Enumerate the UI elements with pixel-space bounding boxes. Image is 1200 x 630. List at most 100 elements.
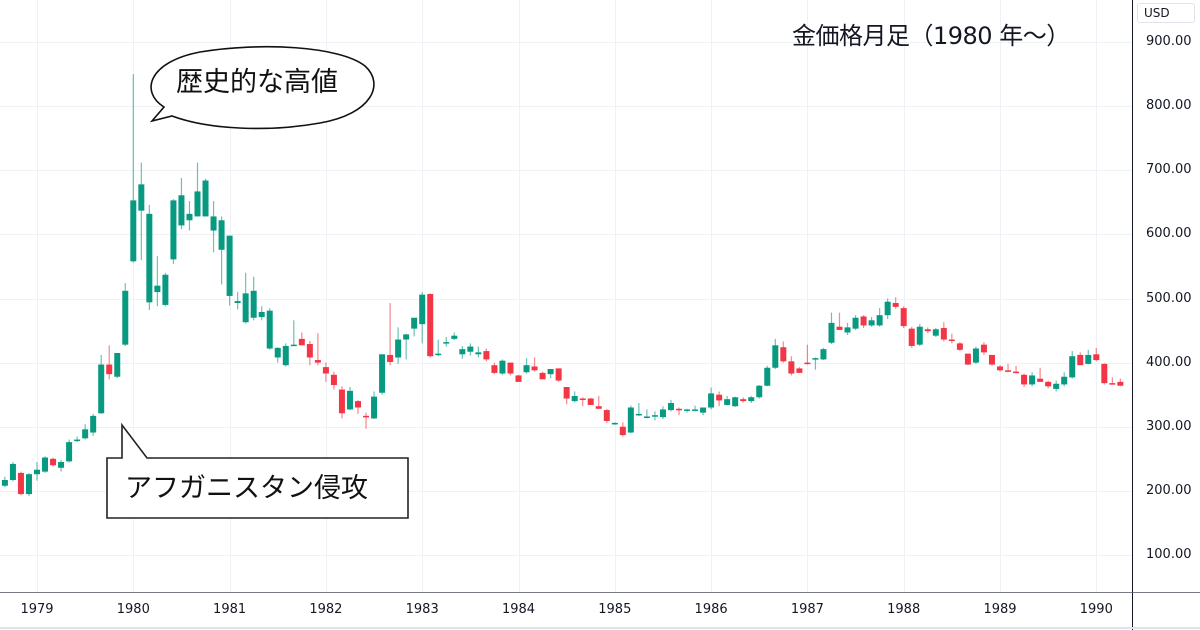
peak-annotation-text: 歴史的な高値 (176, 67, 338, 98)
candle (379, 354, 386, 395)
candle (1069, 351, 1076, 379)
candle (587, 397, 594, 405)
candle (475, 346, 482, 358)
candle (1021, 373, 1028, 387)
candle (764, 365, 771, 387)
candle (330, 371, 337, 390)
time-tick-label: 1986 (694, 602, 728, 617)
candle (571, 391, 578, 403)
candle (371, 391, 378, 420)
candle (282, 343, 289, 367)
candle (387, 302, 394, 366)
candle (298, 332, 305, 346)
candle (1, 476, 8, 488)
candle (852, 315, 859, 330)
candle (42, 456, 49, 473)
candle (916, 324, 923, 346)
candle (676, 407, 682, 416)
candle (539, 371, 546, 380)
candle (1109, 377, 1116, 385)
candle (122, 283, 129, 346)
time-tick-label: 1983 (405, 602, 439, 617)
price-tick-label: 200.00 (1146, 482, 1192, 498)
candle (579, 397, 586, 407)
time-tick-label: 1989 (983, 602, 1017, 617)
afghan-annotation-text: アフガニスタン侵攻 (125, 473, 368, 504)
candle (507, 362, 514, 376)
candle (700, 407, 707, 416)
candle (908, 326, 915, 348)
candle (1037, 367, 1044, 382)
candle (154, 256, 161, 307)
candle (338, 386, 345, 419)
candle (1085, 349, 1092, 365)
candle (828, 312, 835, 345)
candle (651, 411, 658, 421)
candle (194, 162, 201, 217)
candle (170, 199, 177, 264)
time-tick-label: 1981 (213, 602, 247, 617)
price-axis[interactable]: USD 900.00 800.00 700.00 600.00 500.00 400.00… (1132, 0, 1200, 592)
candle (611, 422, 618, 425)
candle (964, 353, 971, 366)
candle (732, 396, 739, 407)
candle (515, 374, 522, 382)
candle (226, 235, 233, 306)
price-tick-label: 100.00 (1146, 547, 1192, 562)
candle (82, 424, 89, 440)
candle (972, 346, 979, 364)
candle (1117, 378, 1124, 387)
candle (804, 344, 811, 365)
candle (234, 292, 241, 310)
price-tick-label: 400.00 (1146, 354, 1192, 370)
candle (130, 74, 137, 263)
candle (997, 365, 1003, 372)
candle (932, 327, 939, 337)
candle (772, 338, 779, 370)
candle (860, 315, 867, 328)
candle (106, 345, 113, 380)
candle (58, 460, 65, 472)
candle (451, 332, 458, 341)
candle (812, 357, 819, 370)
candle (868, 317, 875, 327)
candle (258, 306, 265, 321)
currency-badge[interactable]: USD (1137, 3, 1195, 23)
candle (692, 405, 699, 412)
price-tick-label: 900.00 (1146, 34, 1192, 49)
candle (210, 201, 217, 253)
candle (740, 397, 747, 403)
price-tick-label: 300.00 (1146, 418, 1192, 434)
price-tick-label: 700.00 (1146, 162, 1192, 178)
candle (34, 462, 40, 481)
candle (459, 345, 466, 359)
price-tick-label: 500.00 (1146, 290, 1192, 306)
candle (884, 298, 891, 320)
candle (980, 342, 987, 355)
price-tick-label: 600.00 (1146, 226, 1192, 242)
candle (491, 362, 498, 375)
candle (1005, 363, 1012, 373)
candle (531, 357, 538, 372)
candle (595, 395, 602, 409)
candle (956, 342, 963, 352)
candle (98, 354, 105, 414)
candle (1101, 363, 1108, 385)
candle (483, 348, 490, 362)
candle (314, 333, 321, 366)
candle (724, 395, 731, 406)
candle (403, 333, 410, 360)
candle (499, 359, 506, 375)
candle (178, 177, 185, 230)
time-axis[interactable]: 1979 1980 1981 1982 1983 1984 1985 1986 1987 1988… (0, 592, 1132, 630)
candle (716, 391, 723, 407)
candle (90, 413, 97, 436)
candle (66, 439, 73, 463)
candle (748, 395, 755, 404)
candle (427, 293, 434, 358)
candle (274, 347, 281, 363)
candle (411, 317, 418, 337)
candle (756, 385, 763, 399)
candle (419, 292, 426, 344)
candle (1093, 347, 1100, 362)
